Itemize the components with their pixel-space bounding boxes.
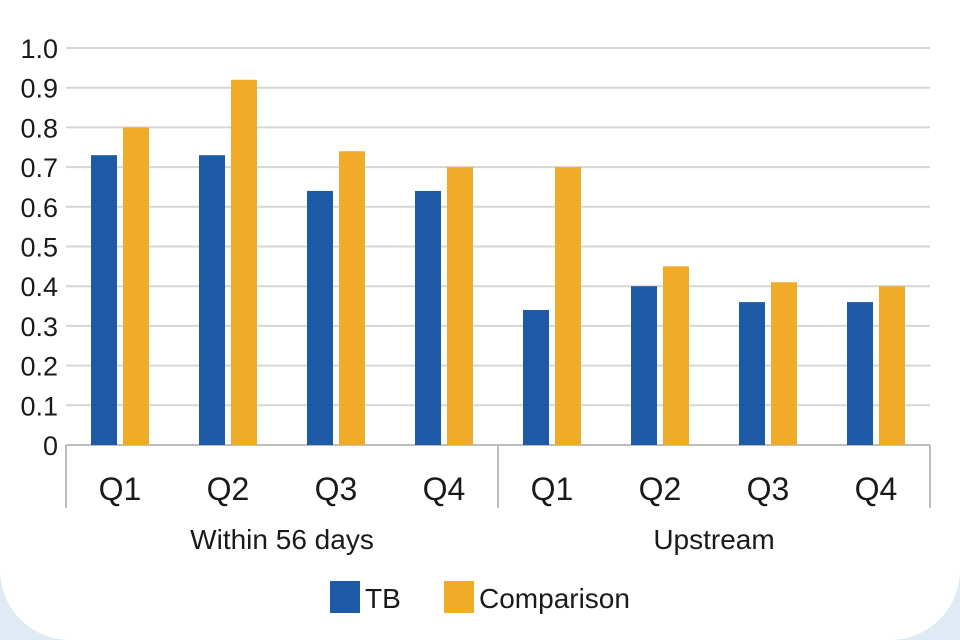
bar-comparison [555,167,581,445]
bar-comparison [123,127,149,446]
y-tick-label: 0.1 [20,391,58,421]
bar-comparison [663,266,689,445]
y-tick-label: 0 [43,431,58,461]
bar-tb [199,155,225,445]
bar-tb [739,302,765,445]
legend-label-comparison: Comparison [479,583,630,614]
category-label: Q1 [99,471,142,507]
legend-swatch-comparison [444,581,474,613]
legend-swatch-tb [330,581,360,613]
legend-label-tb: TB [365,583,401,614]
bar-tb [631,286,657,445]
y-tick-label: 0.8 [20,113,58,143]
category-label: Q4 [855,471,898,507]
group-label: Upstream [653,524,774,555]
category-label: Q1 [531,471,574,507]
bar-comparison [231,79,257,445]
y-tick-label: 0.6 [20,193,58,223]
y-tick-label: 0.4 [20,272,58,302]
bar-comparison [771,282,797,445]
y-tick-label: 0.9 [20,74,58,104]
y-tick-label: 1.0 [20,34,58,64]
bar-comparison [447,167,473,445]
bar-comparison [339,151,365,445]
bar-tb [523,310,549,445]
category-label: Q2 [207,471,250,507]
y-tick-label: 0.7 [20,153,58,183]
category-label: Q3 [315,471,358,507]
bar-tb [847,302,873,445]
bar-tb [415,190,441,445]
category-label: Q4 [423,471,466,507]
y-tick-label: 0.2 [20,352,58,382]
category-label: Q2 [639,471,682,507]
group-label: Within 56 days [190,524,374,555]
y-tick-label: 0.5 [20,233,58,263]
category-label: Q3 [747,471,790,507]
bar-tb [91,155,117,445]
bar-tb [307,190,333,445]
bar-comparison [879,286,905,445]
y-tick-label: 0.3 [20,312,58,342]
